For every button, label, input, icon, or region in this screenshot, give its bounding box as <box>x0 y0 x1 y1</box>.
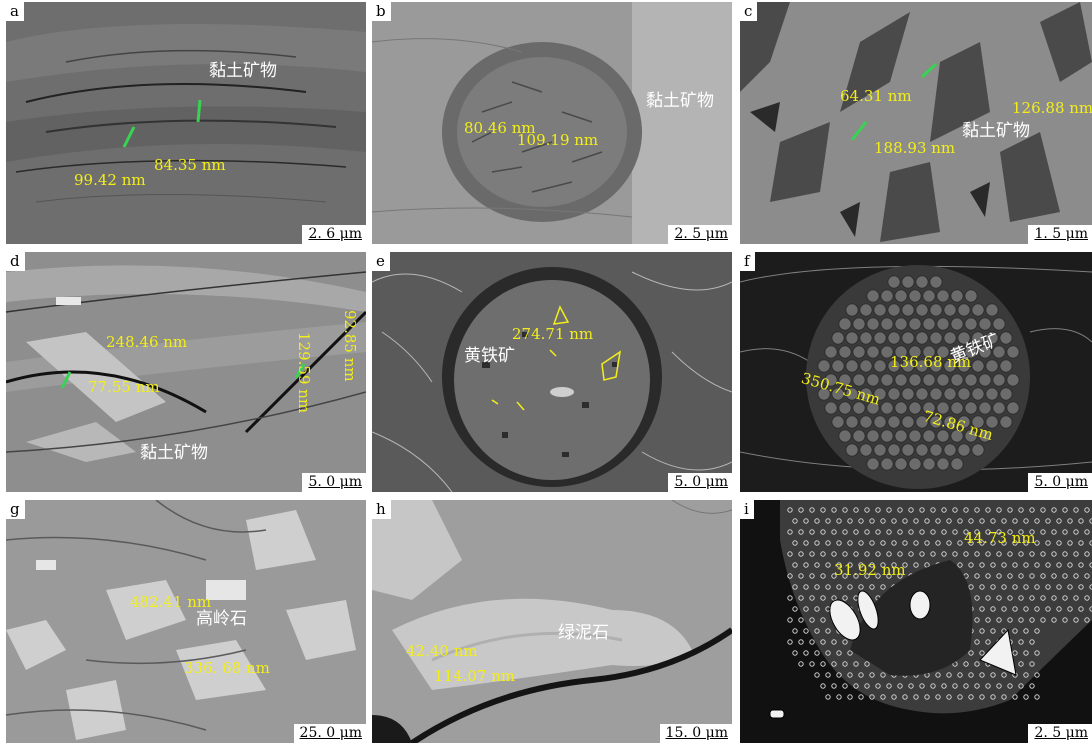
panel-label-d: d <box>6 252 25 271</box>
measurement-label: 84.35 nm <box>154 156 226 174</box>
measurement-label: 77.55 nm <box>88 378 160 396</box>
measurement-label: 80.46 nm <box>464 119 536 137</box>
scale-bar: 5. 0 μm <box>668 473 732 492</box>
measurement-label: 64.31 nm <box>840 87 912 105</box>
sem-image-e <box>372 252 732 492</box>
mineral-label-clay: 黏土矿物 <box>646 91 714 111</box>
measurement-label: 92.85 nm <box>341 310 359 382</box>
mineral-label-clay: 黏土矿物 <box>209 61 277 81</box>
sem-image-i <box>740 500 1092 743</box>
sem-panel-f: f 136.68 nm 黄铁矿 350.75 nm 72.86 nm 5. 0 … <box>740 252 1092 492</box>
measurement-label: 42.40 nm <box>406 642 478 660</box>
measurement-label: 248.46 nm <box>106 333 188 351</box>
mineral-label-chlorite: 绿泥石 <box>558 623 609 643</box>
measurement-label: 129.59 nm <box>295 332 313 414</box>
scale-bar: 1. 5 μm <box>1028 225 1092 244</box>
sem-image-f <box>740 252 1092 492</box>
measurement-label: 44.73 nm <box>964 529 1036 547</box>
sem-image-d <box>6 252 366 492</box>
measurement-label: 482.41 nm <box>130 593 212 611</box>
sem-panel-b: b 黏土矿物 80.46 nm 109.19 nm 2. 5 μm <box>372 2 732 244</box>
measurement-label: 136.68 nm <box>890 353 972 371</box>
scale-bar: 2. 5 μm <box>1028 724 1092 743</box>
sem-image-h <box>372 500 732 743</box>
panel-label-c: c <box>740 2 758 21</box>
measurement-label: 126.88 nm <box>1012 99 1092 117</box>
panel-label-e: e <box>372 252 390 271</box>
measurement-label: 99.42 nm <box>74 171 146 189</box>
sem-panel-g: g 482.41 nm 高岭石 336. 68 nm 25. 0 μm <box>6 500 366 743</box>
panel-label-b: b <box>372 2 391 21</box>
panel-label-g: g <box>6 500 25 519</box>
scale-bar: 5. 0 μm <box>302 473 366 492</box>
mineral-label-clay: 黏土矿物 <box>140 443 208 463</box>
sem-image-b <box>372 2 732 244</box>
sem-panel-a: a 黏土矿物 99.42 nm 84.35 nm 2. 6 μm <box>6 2 366 244</box>
sem-image-g <box>6 500 366 743</box>
sem-panel-d: d 248.46 nm 77.55 nm 129.59 nm 92.85 nm … <box>6 252 366 492</box>
scale-bar: 5. 0 μm <box>1028 473 1092 492</box>
mineral-label-clay: 黏土矿物 <box>962 121 1030 141</box>
panel-label-h: h <box>372 500 391 519</box>
sem-image-a <box>6 2 366 244</box>
mineral-label-pyrite: 黄铁矿 <box>464 346 515 366</box>
scale-bar: 2. 6 μm <box>302 225 366 244</box>
measurement-label: 31.92 nm <box>834 561 906 579</box>
measurement-label: 114.07 nm <box>434 667 516 685</box>
panel-label-a: a <box>6 2 24 21</box>
measurement-label: 188.93 nm <box>874 139 956 157</box>
measurement-label: 109.19 nm <box>517 131 599 149</box>
measurement-label: 336. 68 nm <box>184 659 270 677</box>
sem-panel-c: c 64.31 nm 188.93 nm 126.88 nm 黏土矿物 1. 5… <box>740 2 1092 244</box>
sem-panel-i: i 31.92 nm 44.73 nm 2. 5 μm <box>740 500 1092 743</box>
sem-panel-e: e 黄铁矿 274.71 nm 5. 0 μm <box>372 252 732 492</box>
scale-bar: 25. 0 μm <box>293 724 366 743</box>
sem-panel-h: h 绿泥石 42.40 nm 114.07 nm 15. 0 μm <box>372 500 732 743</box>
panel-label-i: i <box>740 500 754 519</box>
measurement-label: 274.71 nm <box>512 325 594 343</box>
mineral-label-kaolinite: 高岭石 <box>196 609 247 629</box>
panel-label-f: f <box>740 252 755 271</box>
sem-image-c <box>740 2 1092 244</box>
scale-bar: 2. 5 μm <box>668 225 732 244</box>
scale-bar: 15. 0 μm <box>659 724 732 743</box>
